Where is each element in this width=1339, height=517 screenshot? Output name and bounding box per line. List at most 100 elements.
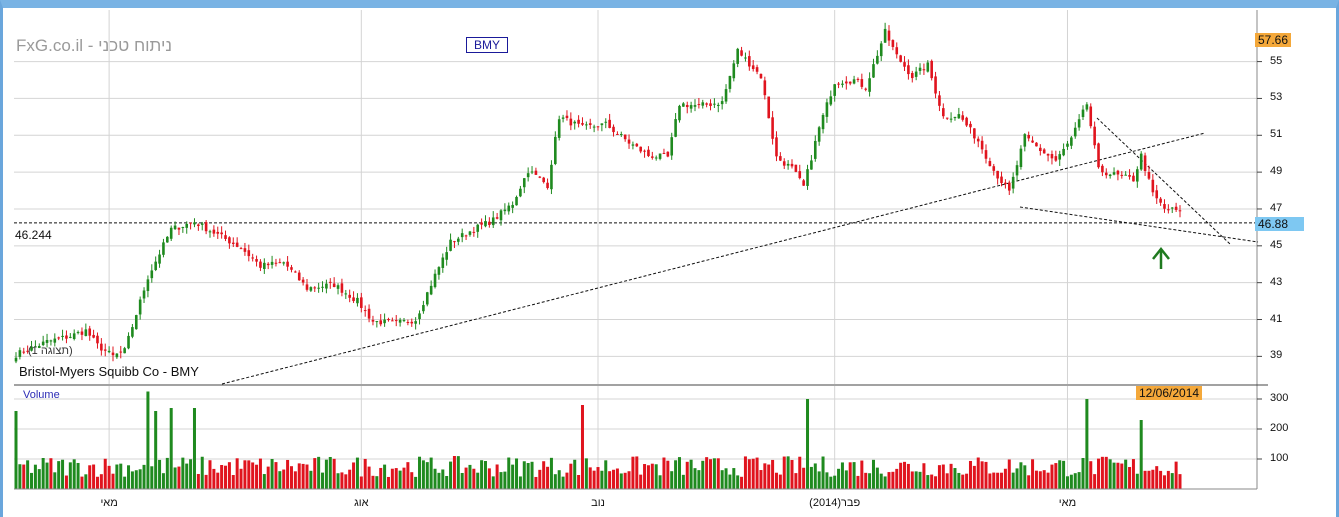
volume-bar — [1147, 470, 1151, 489]
volume-bar — [980, 461, 984, 489]
price-candle — [290, 264, 293, 273]
candle-body — [588, 123, 592, 125]
price-candle — [394, 315, 398, 327]
volume-bar — [794, 473, 798, 489]
volume-bar — [914, 471, 918, 489]
volume-bar — [270, 458, 274, 489]
price-candle — [197, 223, 200, 231]
candle-body — [802, 180, 805, 186]
candle-body — [608, 119, 611, 128]
volume-bar — [677, 457, 681, 489]
candle-body — [154, 261, 157, 270]
ticker-badge: BMY — [466, 37, 509, 53]
price-candle — [608, 113, 611, 129]
volume-bar — [968, 460, 972, 489]
candle-body — [325, 283, 328, 289]
price-candle — [647, 146, 650, 158]
volume-bar — [1108, 459, 1112, 489]
candle-body — [662, 152, 666, 154]
candle-body — [1046, 153, 1050, 156]
candle-body — [1019, 148, 1023, 168]
volume-bar — [549, 457, 553, 489]
volume-bar — [328, 456, 332, 489]
candle-body — [577, 119, 580, 124]
candle-body — [138, 299, 142, 315]
price-candle — [802, 178, 805, 186]
price-candle — [154, 256, 157, 272]
volume-bar — [452, 456, 456, 489]
price-candle — [1167, 204, 1170, 214]
price-candle — [573, 120, 577, 130]
price-candle — [1039, 144, 1042, 156]
candle-body — [790, 163, 794, 167]
candle-body — [980, 140, 984, 150]
price-candle — [169, 225, 173, 242]
volume-bar — [813, 463, 817, 489]
volume-bar — [394, 468, 398, 489]
price-candle — [833, 83, 836, 102]
candle-body — [429, 285, 433, 295]
candle-body — [918, 67, 922, 71]
candle-body — [612, 126, 615, 133]
price-candle — [1143, 152, 1147, 176]
price-candle — [340, 278, 344, 297]
candle-body — [914, 71, 918, 77]
price-candle — [414, 317, 417, 330]
volume-axis-tick: 300 — [1270, 392, 1289, 404]
candle-body — [336, 285, 340, 289]
candle-body — [786, 163, 790, 166]
candle-body — [278, 262, 282, 264]
candle-body — [1035, 142, 1038, 147]
volume-bar — [433, 468, 437, 489]
candle-body — [228, 237, 231, 244]
candle-body — [821, 114, 825, 130]
price-candle — [14, 352, 18, 364]
candle-body — [810, 160, 813, 170]
price-candle — [53, 333, 57, 347]
volume-bar — [1159, 470, 1163, 489]
price-candle — [763, 76, 767, 100]
volume-bar — [623, 472, 627, 489]
price-candle — [158, 249, 161, 268]
candle-body — [457, 238, 460, 242]
volume-bar — [418, 456, 422, 489]
volume-bar — [495, 464, 499, 489]
volume-bar — [1027, 475, 1031, 489]
candle-body — [1031, 140, 1034, 143]
price-candle — [810, 154, 813, 170]
volume-bars — [14, 391, 1182, 489]
candle-body — [247, 250, 251, 257]
candle-body — [732, 63, 736, 79]
candle-body — [891, 40, 895, 47]
price-candle — [1027, 131, 1030, 142]
candle-body — [779, 156, 782, 161]
candle-body — [1155, 190, 1159, 199]
price-candle — [693, 99, 697, 112]
volume-bar — [1058, 460, 1062, 489]
candle-body — [1097, 143, 1100, 168]
volume-bar — [538, 469, 542, 489]
volume-bar — [852, 462, 856, 489]
volume-bar — [41, 458, 45, 489]
price-candle — [767, 96, 771, 119]
price-candle — [813, 135, 817, 162]
candle-body — [484, 220, 487, 227]
price-candle — [825, 98, 829, 123]
candle-body — [422, 305, 425, 312]
volume-bar — [1139, 420, 1143, 489]
price-candle — [879, 41, 883, 62]
candle-body — [569, 118, 573, 126]
price-candle — [585, 121, 588, 130]
price-candle — [69, 333, 72, 339]
candle-body — [949, 118, 953, 120]
price-candle — [938, 91, 941, 112]
volume-bar — [313, 458, 317, 489]
volume-bar — [740, 476, 744, 489]
candle-body — [550, 164, 553, 190]
candle-body — [996, 170, 999, 179]
volume-bar — [1042, 470, 1046, 489]
price-candle — [522, 178, 526, 194]
up-arrow-head — [1152, 246, 1170, 260]
candle-body — [72, 333, 76, 340]
candle-body — [499, 210, 503, 221]
